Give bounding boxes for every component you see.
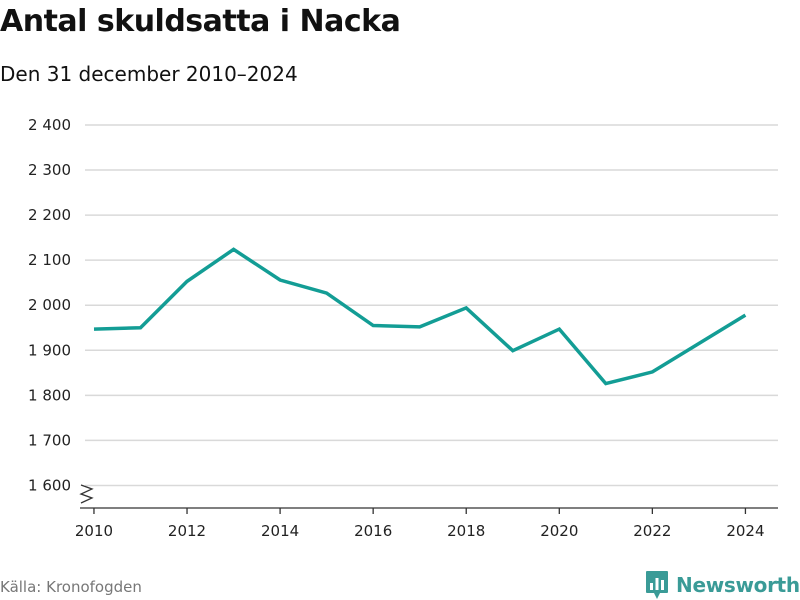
data-point-2010 (92, 327, 96, 331)
brand-name: Newsworthy (676, 573, 800, 597)
data-point-2021 (604, 382, 608, 386)
source-note: Källa: Kronofogden (0, 578, 142, 596)
x-tick-label: 2022 (633, 522, 671, 540)
data-point-2019 (511, 349, 515, 353)
series-line-0 (93, 247, 747, 386)
x-tick-label: 2018 (447, 522, 485, 540)
data-point-2015 (325, 291, 329, 295)
y-tick-label: 1 900 (28, 341, 71, 359)
newsworthy-logo-icon (646, 571, 668, 599)
y-tick-label: 2 300 (28, 161, 71, 179)
x-axis: 2010 2012 2014 2016 2018 2020 2022 2024 (75, 484, 778, 540)
data-point-2011 (138, 326, 142, 330)
chart-subtitle: Den 31 december 2010–2024 (0, 62, 298, 86)
x-tick-label: 2020 (540, 522, 578, 540)
data-point-2018 (464, 306, 468, 310)
axis-break-icon (79, 484, 94, 504)
chart-title: Antal skuldsatta i Nacka (0, 4, 401, 39)
y-tick-label: 2 100 (28, 251, 71, 269)
data-point-2017 (418, 325, 422, 329)
data-point-2023 (697, 342, 701, 346)
brand-logo: Newsworthy (645, 570, 800, 600)
y-tick-label: 1 800 (28, 386, 71, 404)
y-tick-label: 2 400 (28, 116, 71, 134)
x-tick-label: 2012 (168, 522, 206, 540)
data-point-2024 (743, 313, 747, 317)
y-tick-label: 2 200 (28, 206, 71, 224)
y-axis-tick-labels: 1 600 1 700 1 800 1 900 2 000 2 100 2 200 2 300… (28, 116, 71, 494)
data-point-2020 (557, 327, 561, 331)
data-point-2013 (232, 247, 236, 251)
data-point-2016 (371, 324, 375, 328)
series-layer (92, 247, 747, 386)
data-point-2022 (650, 370, 654, 374)
y-tick-label: 2 000 (28, 296, 71, 314)
grid-lines (85, 124, 778, 487)
x-tick-label: 2010 (75, 522, 113, 540)
data-point-2014 (278, 278, 282, 282)
y-tick-label: 1 600 (28, 476, 71, 494)
x-tick-label: 2016 (354, 522, 392, 540)
y-tick-label: 1 700 (28, 431, 71, 449)
data-point-2012 (185, 279, 189, 283)
x-tick-label: 2014 (261, 522, 299, 540)
x-tick-label: 2024 (726, 522, 764, 540)
